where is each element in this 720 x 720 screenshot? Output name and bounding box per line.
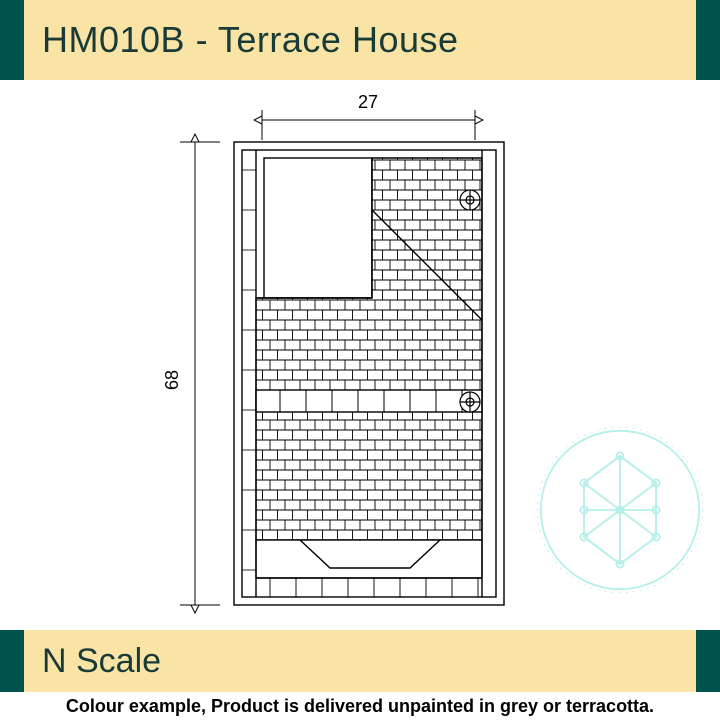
header-accent-right — [696, 0, 720, 80]
footer-label-box: N Scale — [24, 630, 696, 692]
drawing-area: 27 68 — [0, 80, 720, 630]
footer-accent-right — [696, 630, 720, 692]
header-title-box: HM010B - Terrace House — [24, 0, 696, 80]
footer-accent-left — [0, 630, 24, 692]
caption-text: Colour example, Product is delivered unp… — [0, 692, 720, 720]
dimension-height: 68 — [162, 370, 182, 390]
page-title: HM010B - Terrace House — [42, 19, 459, 61]
watermark-logo-icon — [530, 420, 710, 600]
scale-label: N Scale — [42, 642, 161, 681]
dimension-width: 27 — [358, 92, 378, 112]
header: HM010B - Terrace House — [0, 0, 720, 80]
footer: N Scale — [0, 630, 720, 692]
header-accent-left — [0, 0, 24, 80]
